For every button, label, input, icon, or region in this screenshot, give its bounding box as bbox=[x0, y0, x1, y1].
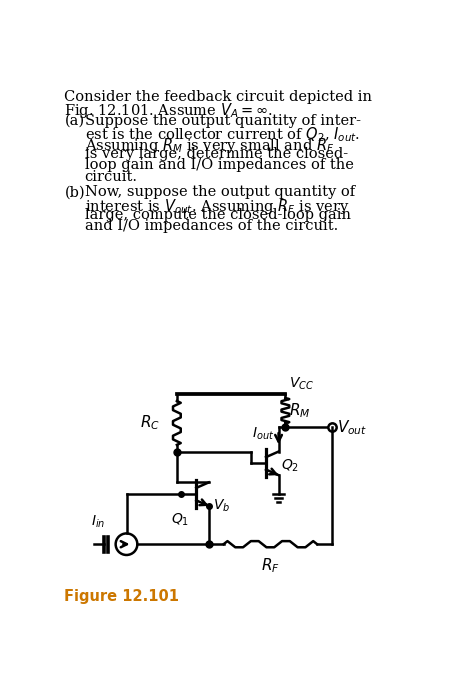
Text: $I_{in}$: $I_{in}$ bbox=[91, 514, 106, 530]
Text: $V_{CC}$: $V_{CC}$ bbox=[289, 375, 314, 392]
Text: $V_{out}$: $V_{out}$ bbox=[336, 418, 367, 436]
Text: large, compute the closed-loop gain: large, compute the closed-loop gain bbox=[84, 208, 350, 222]
Text: Figure 12.101: Figure 12.101 bbox=[64, 589, 179, 604]
Text: $Q_2$: $Q_2$ bbox=[281, 458, 299, 474]
Text: $Q_1$: $Q_1$ bbox=[171, 512, 189, 528]
Text: interest is $V_{out}$. Assuming $R_F$ is very: interest is $V_{out}$. Assuming $R_F$ is… bbox=[84, 197, 350, 216]
Text: (a): (a) bbox=[64, 114, 84, 128]
Text: Assuming $R_M$ is very small and $R_F$: Assuming $R_M$ is very small and $R_F$ bbox=[84, 136, 334, 155]
Text: $R_F$: $R_F$ bbox=[261, 556, 280, 575]
Text: est is the collector current of $Q_2$, $I_{out}$.: est is the collector current of $Q_2$, $… bbox=[84, 125, 360, 144]
Text: (b): (b) bbox=[64, 186, 85, 199]
Text: is very large, determine the closed-: is very large, determine the closed- bbox=[84, 147, 348, 161]
Text: Consider the feedback circuit depicted in: Consider the feedback circuit depicted i… bbox=[64, 90, 372, 104]
Text: circuit.: circuit. bbox=[84, 170, 138, 184]
Text: Suppose the output quantity of inter-: Suppose the output quantity of inter- bbox=[84, 114, 360, 128]
Text: and I/O impedances of the circuit.: and I/O impedances of the circuit. bbox=[84, 219, 338, 233]
Text: Fig. 12.101. Assume $V_A = \infty$.: Fig. 12.101. Assume $V_A = \infty$. bbox=[64, 101, 273, 120]
Text: Now, suppose the output quantity of: Now, suppose the output quantity of bbox=[84, 186, 355, 199]
Text: loop gain and I/O impedances of the: loop gain and I/O impedances of the bbox=[84, 158, 354, 173]
Text: $V_b$: $V_b$ bbox=[212, 498, 230, 514]
Text: $R_C$: $R_C$ bbox=[140, 414, 160, 432]
Text: $I_{out}$: $I_{out}$ bbox=[252, 426, 274, 443]
Text: $R_M$: $R_M$ bbox=[289, 401, 311, 420]
